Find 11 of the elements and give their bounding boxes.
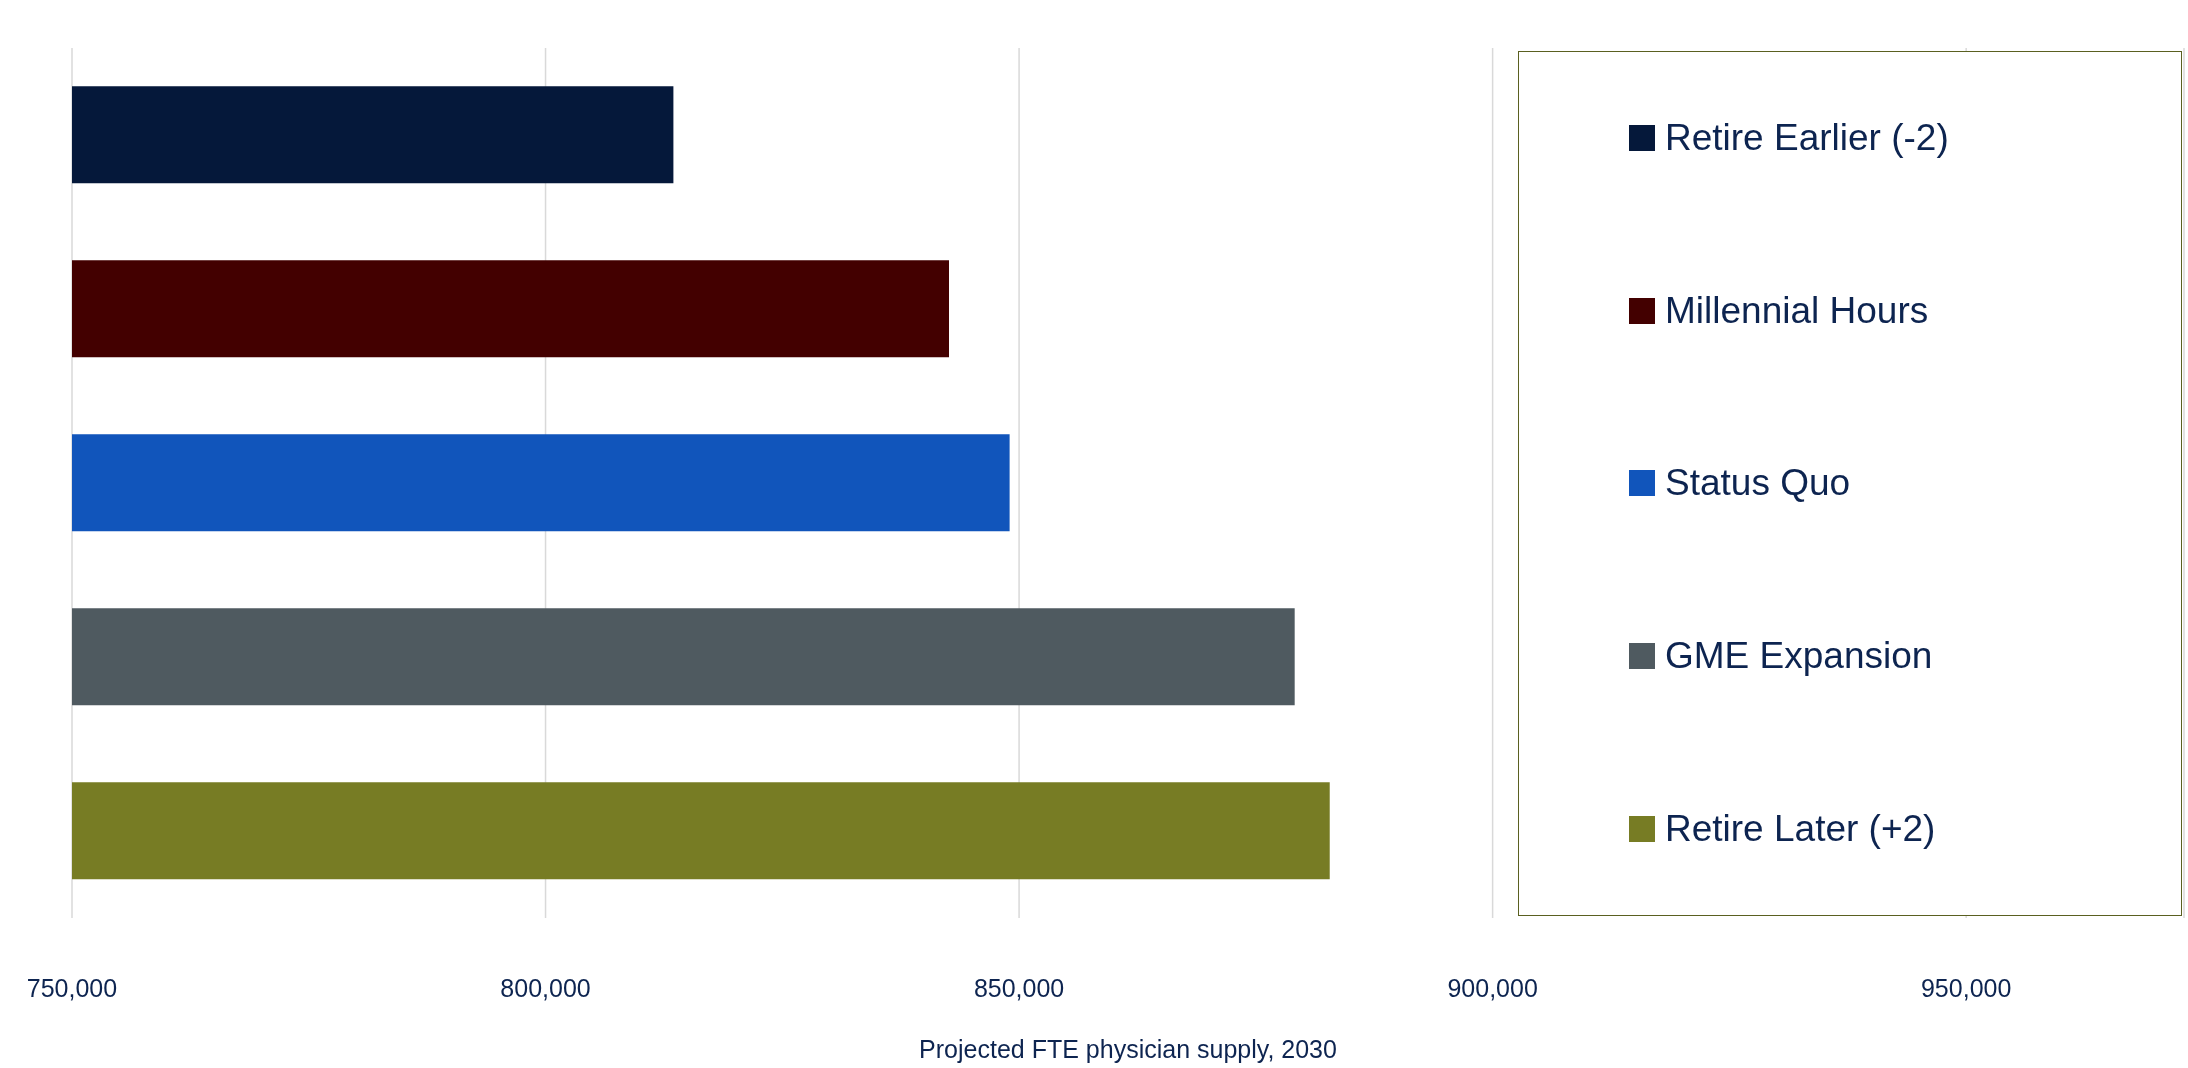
x-tick-label: 900,000: [1447, 973, 1538, 1002]
x-axis-title: Projected FTE physician supply, 2030: [919, 1035, 1337, 1063]
x-tick-label: 800,000: [500, 973, 591, 1002]
legend-label: Millennial Hours: [1665, 289, 1929, 332]
x-tick-label: 850,000: [973, 973, 1065, 1002]
x-tick-label: 950,000: [1920, 973, 2012, 1002]
legend-label: Retire Earlier (-2): [1665, 117, 1949, 160]
legend-label: Retire Later (+2): [1665, 807, 1936, 850]
x-tick-label: 750,000: [26, 973, 118, 1002]
legend-label: Status Quo: [1665, 462, 1851, 505]
legend-label: GME Expansion: [1665, 635, 1933, 678]
